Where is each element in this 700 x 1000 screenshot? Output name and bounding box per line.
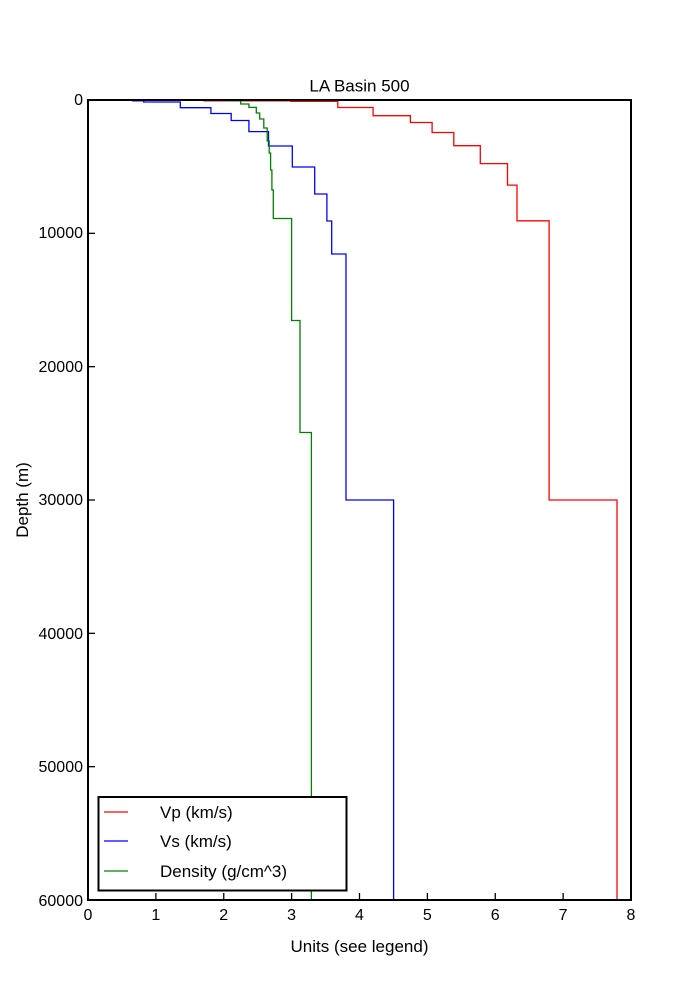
svg-text:3: 3: [287, 907, 296, 924]
svg-text:20000: 20000: [39, 359, 84, 376]
svg-text:10000: 10000: [39, 225, 84, 242]
svg-text:Depth (m): Depth (m): [13, 462, 32, 538]
svg-text:1: 1: [151, 907, 160, 924]
svg-text:0: 0: [74, 92, 83, 109]
svg-text:40000: 40000: [39, 626, 84, 643]
svg-text:6: 6: [491, 907, 500, 924]
svg-text:Units (see legend): Units (see legend): [291, 937, 429, 956]
svg-text:LA Basin 500: LA Basin 500: [309, 77, 409, 96]
svg-text:4: 4: [355, 907, 364, 924]
svg-text:7: 7: [559, 907, 568, 924]
svg-text:5: 5: [423, 907, 432, 924]
svg-text:50000: 50000: [39, 759, 84, 776]
svg-text:0: 0: [84, 907, 93, 924]
svg-text:8: 8: [627, 907, 636, 924]
svg-text:Vp (km/s): Vp (km/s): [160, 803, 233, 822]
svg-text:Density (g/cm^3): Density (g/cm^3): [160, 862, 287, 881]
svg-text:30000: 30000: [39, 492, 84, 509]
svg-text:2: 2: [219, 907, 228, 924]
svg-text:Vs (km/s): Vs (km/s): [160, 832, 232, 851]
svg-text:60000: 60000: [39, 893, 84, 910]
